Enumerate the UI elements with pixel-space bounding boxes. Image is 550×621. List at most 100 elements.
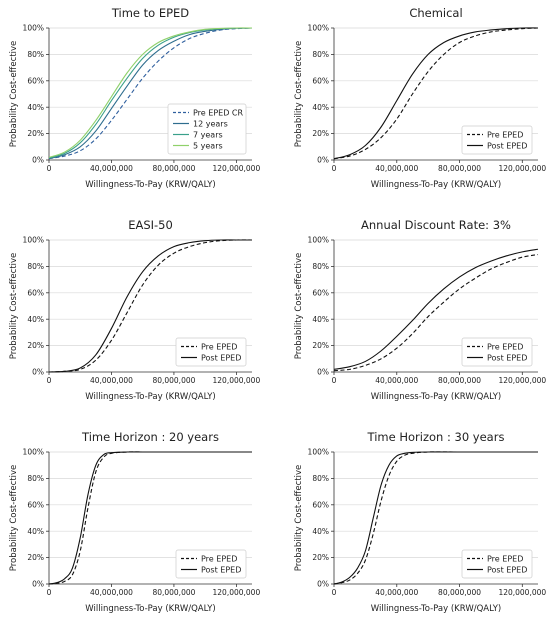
y-tick-label: 80% <box>312 474 329 483</box>
legend-label: Pre EPED <box>201 342 237 351</box>
x-tick-label: 40,000,000 <box>375 376 418 385</box>
chart-panel-4: Annual Discount Rate: 3% 0% 20% 40% 60% 80% 10… <box>294 218 546 402</box>
x-tick-label: 40,000,000 <box>375 164 418 173</box>
y-tick-label: 20% <box>27 129 44 138</box>
x-tick-label: 120,000,000 <box>498 376 546 385</box>
x-tick-label: 120,000,000 <box>213 588 261 597</box>
legend-box <box>461 549 533 579</box>
legend-label: 12 years <box>193 119 228 128</box>
y-tick-label: 100% <box>308 24 329 33</box>
y-tick-label: 0% <box>32 368 44 377</box>
series-line-1 <box>49 27 253 160</box>
axis-lines <box>333 240 538 373</box>
y-tick-label: 100% <box>23 448 44 457</box>
y-axis-label: Probability Cost-effective <box>294 41 304 148</box>
x-tick-label: 40,000,000 <box>90 376 133 385</box>
x-tick-label: 0 <box>47 164 52 173</box>
axis-lines <box>48 28 252 161</box>
x-axis-label: Willingness-To-Pay (KRW/QALY) <box>371 604 501 614</box>
y-axis-label: Probability Cost-effective <box>9 253 19 360</box>
y-tick-label: 0% <box>32 156 44 165</box>
axis-lines <box>333 28 538 161</box>
y-tick-label: 100% <box>23 24 44 33</box>
legend: Pre EPED Post EPED <box>175 549 247 579</box>
series-line-2 <box>334 248 539 370</box>
series-line-4 <box>49 27 253 158</box>
x-axis-label: Willingness-To-Pay (KRW/QALY) <box>371 180 501 190</box>
y-tick-label: 80% <box>312 50 329 59</box>
chart-title: Annual Discount Rate: 3% <box>361 218 511 232</box>
y-tick-label: 60% <box>312 76 329 85</box>
series-line-2 <box>334 27 539 160</box>
y-tick-label: 100% <box>308 236 329 245</box>
x-tick-label: 120,000,000 <box>213 164 261 173</box>
y-tick-label: 100% <box>23 236 44 245</box>
y-tick-label: 60% <box>27 288 44 297</box>
chart-title: Time to EPED <box>111 6 189 20</box>
y-axis-label: Probability Cost-effective <box>294 465 304 572</box>
chart-title: Time Horizon : 30 years <box>367 430 505 444</box>
series-line-2 <box>49 451 252 585</box>
y-tick-label: 40% <box>312 315 329 324</box>
legend-label: Post EPED <box>201 565 241 574</box>
x-axis-label: Willingness-To-Pay (KRW/QALY) <box>85 604 215 614</box>
legend: Pre EPED Post EPED <box>461 549 533 579</box>
x-tick-label: 0 <box>332 164 337 173</box>
legend-box <box>175 337 247 367</box>
y-tick-label: 60% <box>27 76 44 85</box>
y-tick-label: 0% <box>32 580 44 589</box>
y-tick-label: 0% <box>317 580 329 589</box>
y-tick-label: 80% <box>27 474 44 483</box>
chart-panel-6: Time Horizon : 30 years 0% 20% 40% 60% 80% 100… <box>294 430 546 614</box>
legend-label: Pre EPED <box>487 342 523 351</box>
x-tick-label: 40,000,000 <box>90 588 133 597</box>
y-tick-label: 0% <box>317 368 329 377</box>
y-tick-label: 20% <box>312 129 329 138</box>
legend-label: Post EPED <box>487 565 527 574</box>
series-line-2 <box>49 239 252 373</box>
chart-title: Chemical <box>409 6 462 20</box>
legend-box <box>461 125 533 155</box>
series-line-2 <box>49 27 253 160</box>
x-tick-label: 40,000,000 <box>90 164 133 173</box>
series-line-1 <box>334 451 538 585</box>
x-tick-label: 0 <box>47 376 52 385</box>
legend-label: Pre EPED <box>201 554 237 563</box>
y-tick-label: 60% <box>312 288 329 297</box>
y-tick-label: 100% <box>308 448 329 457</box>
x-tick-label: 120,000,000 <box>498 588 546 597</box>
y-tick-label: 80% <box>312 262 329 271</box>
legend-label: Pre EPED <box>487 554 523 563</box>
x-tick-label: 120,000,000 <box>213 376 261 385</box>
legend-box <box>167 103 247 155</box>
y-tick-label: 0% <box>317 156 329 165</box>
x-axis-label: Willingness-To-Pay (KRW/QALY) <box>371 392 501 402</box>
legend-label: Post EPED <box>201 353 241 362</box>
y-tick-label: 40% <box>27 315 44 324</box>
series-line-1 <box>334 253 539 372</box>
y-tick-label: 20% <box>312 341 329 350</box>
y-tick-label: 20% <box>27 341 44 350</box>
y-tick-label: 40% <box>27 103 44 112</box>
x-tick-label: 0 <box>332 376 337 385</box>
y-tick-label: 40% <box>312 527 329 536</box>
y-axis-label: Probability Cost-effective <box>9 41 19 148</box>
legend-label: 5 years <box>193 141 223 150</box>
series-line-1 <box>334 27 539 160</box>
chart-panel-5: Time Horizon : 20 years 0% 20% 40% 60% 80% 100… <box>9 430 260 614</box>
chart-panel-1: Time to EPED 0% 20% 40% 60% 80% 100% 0 40,000,00… <box>9 6 260 190</box>
x-tick-label: 0 <box>47 588 52 597</box>
legend: Pre EPED Post EPED <box>461 125 533 155</box>
y-tick-label: 80% <box>27 262 44 271</box>
legend-label: Post EPED <box>487 141 527 150</box>
x-tick-label: 80,000,000 <box>152 164 195 173</box>
x-axis-label: Willingness-To-Pay (KRW/QALY) <box>85 180 215 190</box>
series-line-1 <box>49 239 253 373</box>
y-tick-label: 60% <box>27 500 44 509</box>
x-tick-label: 80,000,000 <box>438 376 481 385</box>
chart-panel-3: EASI-50 0% 20% 40% 60% 80% 100% 0 40,000,000 80,0… <box>9 218 260 402</box>
y-tick-label: 80% <box>27 50 44 59</box>
legend: Pre EPED Post EPED <box>175 337 247 367</box>
legend-box <box>461 337 533 367</box>
